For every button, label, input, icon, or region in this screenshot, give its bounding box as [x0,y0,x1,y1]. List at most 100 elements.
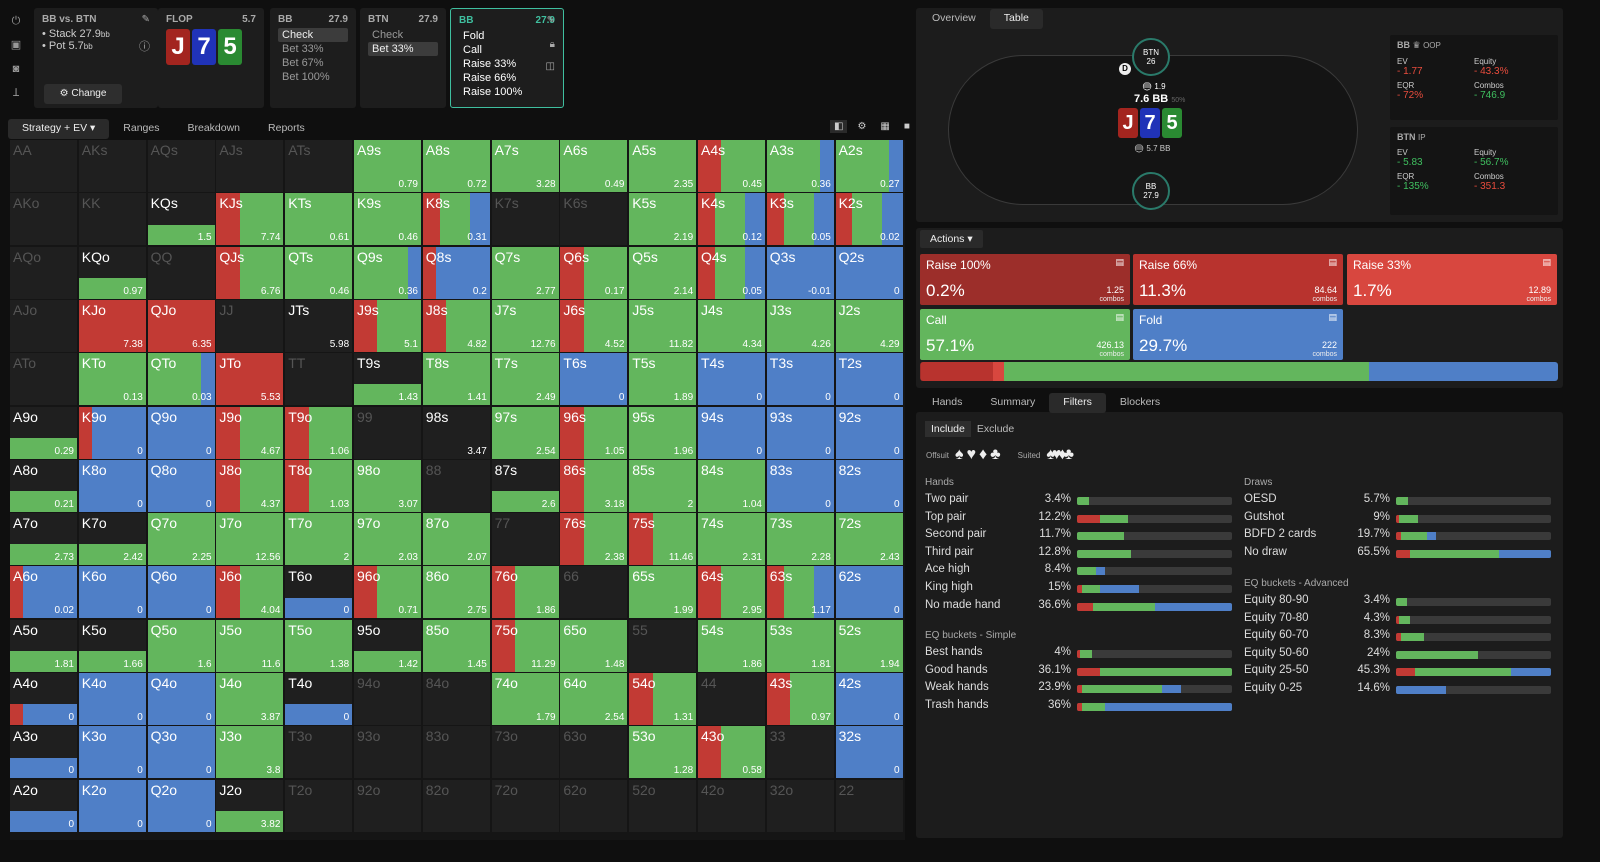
node-btn[interactable]: BTN 27.9 Check Bet 33% [360,8,446,108]
hand-cell-T6s[interactable]: T6s 0 [560,353,628,406]
hand-cell-92s[interactable]: 92s 0 [835,406,903,459]
option-fold[interactable]: Fold [463,30,485,42]
hand-cell-A2o[interactable]: A2o 0 [10,779,77,832]
hand-cell-96s[interactable]: 96s 1.05 [560,406,628,459]
hand-cell-AA[interactable]: AA [10,140,77,192]
hand-cell-A8o[interactable]: A8o 0.21 [10,459,77,512]
hand-cell-AKo[interactable]: AKo [10,193,77,246]
hand-cell-53s[interactable]: 53s 1.81 [766,619,834,672]
hand-cell-73o[interactable]: 73o [491,726,559,779]
option-check[interactable]: Check [372,29,404,41]
hand-cell-93o[interactable]: 93o [354,726,421,779]
hand-cell-K6o[interactable]: K6o 0 [78,566,146,619]
hand-cell-KJs[interactable]: KJs 7.74 [216,193,284,246]
hand-cell-J7o[interactable]: J7o 12.56 [216,513,284,566]
hand-cell-KTs[interactable]: KTs 0.61 [285,193,353,246]
hand-cell-72o[interactable]: 72o [491,779,559,832]
hand-cell-53o[interactable]: 53o 1.28 [629,726,697,779]
hand-cell-Q5o[interactable]: Q5o 1.6 [147,619,215,672]
hand-cell-T7o[interactable]: T7o 2 [285,513,353,566]
hand-cell-96o[interactable]: 96o 0.71 [354,566,421,619]
filter-row-label[interactable]: Equity 80-90 [1244,594,1309,606]
hand-cell-Q4o[interactable]: Q4o 0 [147,673,215,725]
hand-cell-QQ[interactable]: QQ [147,246,215,299]
hand-cell-43s[interactable]: 43s 0.97 [766,673,834,725]
compare-icon[interactable]: ◫ [545,61,555,72]
hand-cell-Q4s[interactable]: Q4s 0.05 [698,246,765,299]
hand-cell-65s[interactable]: 65s 1.99 [629,566,697,619]
filter-row-label[interactable]: Third pair [925,545,974,558]
hand-cell-T2o[interactable]: T2o [285,779,353,832]
hand-cell-A6o[interactable]: A6o 0.02 [10,566,77,619]
option-call[interactable]: Call [463,44,482,56]
hand-cell-J8o[interactable]: J8o 4.37 [216,459,284,512]
hand-cell-J9s[interactable]: J9s 5.1 [354,299,421,352]
hand-cell-T5s[interactable]: T5s 1.89 [629,353,697,406]
filter-row-label[interactable]: Two pair [925,493,969,505]
option-bet-100[interactable]: Bet 100% [282,71,330,83]
note-icon[interactable]: ▤ [1328,312,1337,322]
hand-cell-QJs[interactable]: QJs 6.76 [216,246,284,299]
hand-cell-K5s[interactable]: K5s 2.19 [629,193,697,246]
hand-cell-J6s[interactable]: J6s 4.52 [560,299,628,352]
hand-cell-97s[interactable]: 97s 2.54 [491,406,559,459]
filter-row-label[interactable]: No made hand [925,598,1001,611]
filter-row-label[interactable]: Trash hands [925,698,989,711]
hand-cell-42s[interactable]: 42s 0 [835,673,903,725]
filter-row-label[interactable]: Good hands [925,663,988,676]
hand-cell-Q8o[interactable]: Q8o 0 [147,459,215,512]
hand-cell-K9o[interactable]: K9o 0 [78,406,146,459]
hand-cell-98o[interactable]: 98o 3.07 [354,459,421,512]
hand-cell-42o[interactable]: 42o [698,779,765,832]
hand-cell-64o[interactable]: 64o 2.54 [560,673,628,725]
hand-cell-K4s[interactable]: K4s 0.12 [698,193,765,246]
hand-cell-54s[interactable]: 54s 1.86 [698,619,765,672]
hand-cell-J2o[interactable]: J2o 3.82 [216,779,284,832]
hand-cell-K3s[interactable]: K3s 0.05 [766,193,834,246]
hand-cell-KJo[interactable]: KJo 7.38 [78,299,146,352]
hand-cell-AKs[interactable]: AKs [78,140,146,192]
hand-cell-A8s[interactable]: A8s 0.72 [422,140,490,192]
square-icon[interactable]: ■ [903,121,910,132]
hand-cell-63s[interactable]: 63s 1.17 [766,566,834,619]
hand-cell-Q3o[interactable]: Q3o 0 [147,726,215,779]
hand-cell-JTo[interactable]: JTo 5.53 [216,353,284,406]
contrast-icon[interactable]: ◧ [830,120,848,133]
filter-row-label[interactable]: Equity 50-60 [1244,646,1309,659]
option-bet-33[interactable]: Bet 33% [282,43,324,55]
hand-cell-93s[interactable]: 93s 0 [766,406,834,459]
hand-cell-T2s[interactable]: T2s 0 [835,353,903,406]
node-bb-active[interactable]: BB 27.9 Fold Call Raise 33% Raise 66% Rai… [450,8,564,108]
hand-cell-ATo[interactable]: ATo [10,353,77,406]
edit-icon[interactable]: ✎ [141,14,150,25]
hand-cell-A5s[interactable]: A5s 2.35 [629,140,697,192]
include-toggle[interactable]: Include [925,421,971,437]
hand-cell-T8s[interactable]: T8s 1.41 [422,353,490,406]
hand-cell-AQo[interactable]: AQo [10,246,77,299]
hand-cell-A4s[interactable]: A4s 0.45 [698,140,765,192]
seat-btn[interactable]: BTN 26 [1132,38,1170,76]
hand-cell-92o[interactable]: 92o [354,779,421,832]
option-raise-33[interactable]: Raise 33% [463,58,517,70]
hand-cell-65o[interactable]: 65o 1.48 [560,619,628,672]
hand-cell-Q5s[interactable]: Q5s 2.14 [629,246,697,299]
change-button[interactable]: ⚙ Change [44,84,122,104]
hand-cell-Q9s[interactable]: Q9s 0.36 [354,246,421,299]
hand-cell-K6s[interactable]: K6s [560,193,628,246]
hand-cell-JTs[interactable]: JTs 5.98 [285,299,353,352]
hand-cell-55[interactable]: 55 [629,619,697,672]
hand-cell-72s[interactable]: 72s 2.43 [835,513,903,566]
hand-cell-TT[interactable]: TT [285,353,353,406]
hand-cell-A7s[interactable]: A7s 3.28 [491,140,559,192]
hand-cell-A9s[interactable]: A9s 0.79 [354,140,421,192]
hand-cell-A6s[interactable]: A6s 0.49 [560,140,628,192]
hand-cell-T8o[interactable]: T8o 1.03 [285,459,353,512]
suited-suit-icons[interactable]: ♠♥♦♣ [1046,446,1074,463]
note-icon[interactable]: ▤ [1115,312,1124,322]
hand-cell-JJ[interactable]: JJ [216,299,284,352]
hand-cell-74o[interactable]: 74o 1.79 [491,673,559,725]
note-icon[interactable]: ▤ [1542,257,1551,267]
hand-cell-K8o[interactable]: K8o 0 [78,459,146,512]
hand-cell-J4o[interactable]: J4o 3.87 [216,673,284,725]
hand-cell-86s[interactable]: 86s 3.18 [560,459,628,512]
